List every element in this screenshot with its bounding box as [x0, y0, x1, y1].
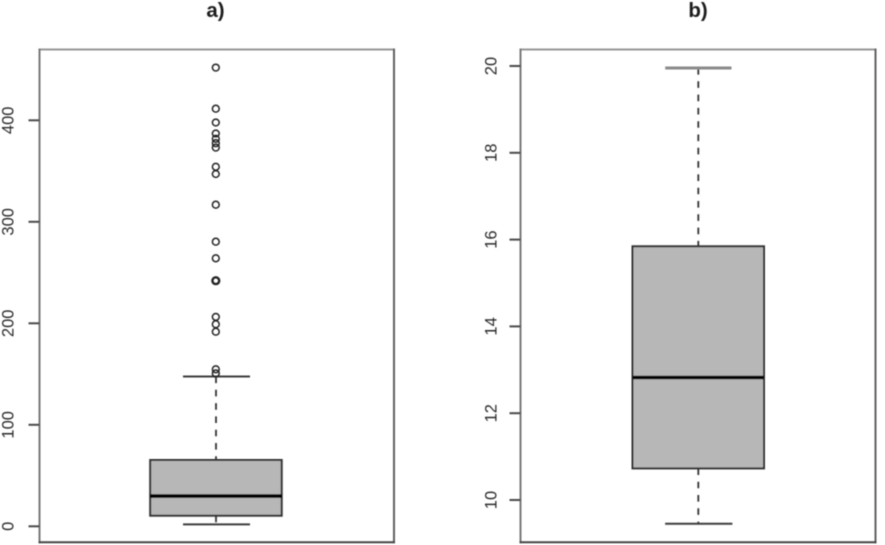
svg-text:10: 10: [483, 491, 501, 509]
svg-text:a): a): [206, 0, 224, 22]
svg-text:18: 18: [483, 144, 501, 162]
svg-text:100: 100: [0, 411, 18, 439]
svg-text:14: 14: [483, 317, 501, 335]
svg-text:200: 200: [0, 310, 18, 338]
svg-text:20: 20: [483, 57, 501, 75]
svg-text:300: 300: [0, 208, 18, 236]
svg-text:0: 0: [0, 522, 18, 531]
svg-text:12: 12: [483, 404, 501, 422]
svg-text:b): b): [688, 0, 707, 22]
svg-text:400: 400: [0, 107, 18, 135]
svg-text:16: 16: [483, 230, 501, 248]
